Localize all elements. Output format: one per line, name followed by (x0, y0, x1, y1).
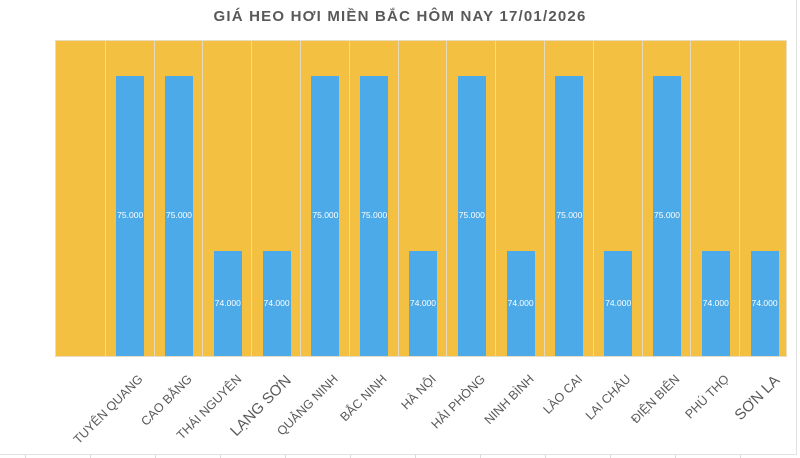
bar-value-label: 74.000 (507, 297, 534, 308)
bar: 75.000 (555, 76, 584, 356)
column-separator (446, 41, 448, 356)
column-separator (592, 41, 594, 356)
axis-tick (350, 455, 351, 458)
axis-tick (25, 455, 26, 458)
axis-tick (675, 455, 676, 458)
column-separator (495, 41, 497, 356)
axis-tick (740, 455, 741, 458)
axis-tick (610, 455, 611, 458)
axis-tick (285, 455, 286, 458)
bar: 75.000 (360, 76, 389, 356)
bar-value-label: 74.000 (410, 297, 436, 308)
bar-value-label: 75.000 (312, 210, 339, 220)
axis-tick (220, 455, 221, 458)
bar: 74.000 (409, 251, 437, 356)
bar: 74.000 (262, 251, 291, 356)
bar-value-label: 74.000 (263, 297, 290, 308)
plot-area: 75.000 75.000 74.000 74.000 75.000 75.000 74.0… (55, 40, 787, 357)
bar: 75.000 (311, 76, 340, 356)
bar: 75.000 (116, 76, 145, 356)
bar: 74.000 (750, 251, 779, 356)
axis-tick (480, 455, 481, 458)
bar: 74.000 (701, 251, 730, 356)
bar-value-label: 75.000 (166, 210, 192, 220)
bar-value-label: 74.000 (702, 297, 729, 308)
column-separator (202, 41, 204, 356)
bar: 74.000 (506, 251, 535, 356)
bar-value-label: 74.000 (751, 297, 778, 308)
bar-value-label: 74.000 (214, 297, 241, 308)
bar: 74.000 (604, 251, 633, 356)
bar-value-label: 75.000 (458, 210, 485, 220)
axis-tick (155, 455, 156, 458)
column-separator (251, 41, 253, 356)
axis-tick (545, 455, 546, 458)
bar: 75.000 (165, 76, 193, 356)
bar: 75.000 (457, 76, 486, 356)
axis-tick (90, 455, 91, 458)
chart-title: GIÁ HEO HƠI MIỀN BẮC HÔM NAY 17/01/2026 (213, 8, 587, 25)
bar-value-label: 75.000 (654, 210, 680, 220)
column-separator (348, 41, 350, 356)
column-separator (300, 41, 301, 356)
bar-value-label: 75.000 (361, 210, 388, 220)
bar: 74.000 (213, 251, 242, 356)
bar-value-label: 75.000 (556, 210, 583, 220)
bar: 75.000 (653, 76, 681, 356)
axis-tick (415, 455, 416, 458)
column-separator (544, 41, 545, 356)
column-separator (739, 41, 741, 356)
bar-value-label: 74.000 (605, 297, 632, 308)
bar-value-label: 75.000 (117, 210, 144, 220)
column-separator (690, 41, 692, 356)
column-separator (104, 41, 106, 356)
column-separator (641, 41, 643, 356)
column-separator (153, 41, 155, 356)
column-separator (397, 41, 399, 356)
